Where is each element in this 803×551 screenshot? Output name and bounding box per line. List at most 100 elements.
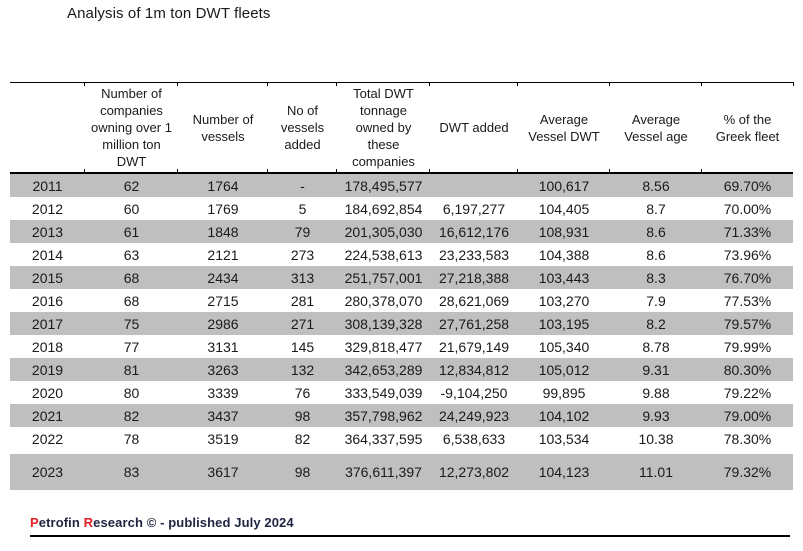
value-cell: 178,495,577: [344, 177, 423, 194]
table-row: 2012 60 1769 5 184,692,854 6,197,277 104,405 8.…: [10, 197, 793, 220]
value-cell: 79: [294, 223, 311, 240]
footer-research-rest: esearch © - published July 2024: [93, 515, 294, 530]
table-row: 2018 77 3131 145 329,818,477 21,679,149 105,34…: [10, 335, 793, 358]
value-cell: 103,534: [538, 430, 590, 447]
year-cell: 2015: [31, 269, 64, 286]
copyright-footer: Petrofin Research © - published July 202…: [30, 515, 294, 530]
table-row: 2015 68 2434 313 251,757,001 27,218,388 103,44…: [10, 266, 793, 289]
value-cell: 342,653,289: [344, 361, 423, 378]
value-cell: 68: [123, 292, 140, 309]
value-cell: 104,388: [538, 246, 590, 263]
value-cell: 62: [123, 177, 140, 194]
year-cell: 2016: [31, 292, 64, 309]
value-cell: 79.22%: [723, 384, 772, 401]
value-cell: 1769: [207, 200, 239, 217]
value-cell: 71.33%: [723, 223, 772, 240]
footer-research-initial: R: [83, 515, 94, 530]
table-row: 2016 68 2715 281 280,378,070 28,621,069 103,27…: [10, 289, 793, 312]
value-cell: 10.38: [638, 430, 674, 447]
value-cell: 75: [123, 315, 140, 332]
value-cell: 3519: [207, 430, 239, 447]
value-cell: 103,195: [538, 315, 590, 332]
value-cell: 76: [294, 384, 311, 401]
value-cell: 80: [123, 384, 140, 401]
value-cell: 73.96%: [723, 246, 772, 263]
table-row: 2014 63 2121 273 224,538,613 23,233,583 104,38…: [10, 243, 793, 266]
year-cell: 2018: [31, 338, 64, 355]
value-cell: 100,617: [538, 177, 590, 194]
value-cell: 23,233,583: [438, 246, 510, 263]
value-cell: [430, 174, 518, 197]
value-cell: 8.6: [646, 223, 666, 240]
column-header: DWT added: [429, 82, 518, 173]
bottom-divider: [30, 535, 790, 537]
value-cell: 16,612,176: [438, 223, 510, 240]
value-cell: 1848: [207, 223, 239, 240]
value-cell: 8.2: [646, 315, 666, 332]
year-cell: 2014: [31, 246, 64, 263]
table-header-row: Number of companies owning over 1 millio…: [10, 82, 794, 174]
value-cell: 6,197,277: [442, 200, 506, 217]
value-cell: 8.3: [646, 269, 666, 286]
table-row: 2021 82 3437 98 357,798,962 24,249,923 104,102…: [10, 404, 793, 427]
column-header: Average Vessel age: [609, 82, 702, 173]
value-cell: 79.99%: [723, 338, 772, 355]
value-cell: 105,012: [538, 361, 590, 378]
value-cell: 69.70%: [723, 177, 772, 194]
value-cell: 3263: [207, 361, 239, 378]
value-cell: 3339: [207, 384, 239, 401]
value-cell: 2715: [207, 292, 239, 309]
value-cell: 2121: [207, 246, 239, 263]
value-cell: 24,249,923: [438, 407, 510, 424]
table-row: 2017 75 2986 271 308,139,328 27,761,258 103,19…: [10, 312, 793, 335]
column-header: Average Vessel DWT: [517, 82, 610, 173]
value-cell: 98: [294, 407, 311, 424]
value-cell: 201,305,030: [344, 223, 423, 240]
value-cell: 313: [290, 269, 315, 286]
year-cell: 2020: [31, 384, 64, 401]
table-body: 2011 62 1764-178,495,577 100,617 8.56 69.70% 2…: [10, 174, 793, 490]
value-cell: 78.30%: [723, 430, 772, 447]
value-cell: 9.31: [642, 361, 670, 378]
value-cell: 9.88: [642, 384, 670, 401]
value-cell: -9,104,250: [440, 384, 508, 401]
year-cell: 2021: [31, 407, 64, 424]
value-cell: 8.7: [646, 200, 666, 217]
value-cell: 333,549,039: [344, 384, 423, 401]
value-cell: 60: [123, 200, 140, 217]
value-cell: 273: [290, 246, 315, 263]
value-cell: 184,692,854: [344, 200, 423, 217]
value-cell: 27,761,258: [438, 315, 510, 332]
value-cell: 281: [290, 292, 315, 309]
value-cell: 104,123: [538, 464, 590, 480]
value-cell: 357,798,962: [344, 407, 423, 424]
value-cell: 79.32%: [723, 464, 772, 480]
value-cell: 99,895: [542, 384, 586, 401]
value-cell: 98: [294, 464, 311, 480]
value-cell: 28,621,069: [438, 292, 510, 309]
value-cell: 1764: [207, 177, 239, 194]
value-cell: 329,818,477: [344, 338, 423, 355]
value-cell: 27,218,388: [438, 269, 510, 286]
value-cell: 82: [294, 430, 311, 447]
value-cell: 8.78: [642, 338, 670, 355]
table-row: 2013 61 1848 79 201,305,030 16,612,176 108,931…: [10, 220, 793, 243]
column-header: Number of vessels: [177, 82, 268, 173]
value-cell: 104,102: [538, 407, 590, 424]
column-header: Number of companies owning over 1 millio…: [84, 82, 178, 173]
value-cell: 63: [123, 246, 140, 263]
value-cell: 12,834,812: [438, 361, 510, 378]
value-cell: 280,378,070: [344, 292, 423, 309]
value-cell: 79.57%: [723, 315, 772, 332]
value-cell: 82: [123, 407, 140, 424]
fleet-analysis-table: Number of companies owning over 1 millio…: [10, 82, 794, 490]
value-cell: 2434: [207, 269, 239, 286]
table-row: 2023 83 3617 98 376,611,397 12,273,802 104,123…: [10, 454, 793, 490]
value-cell: 79.00%: [723, 407, 772, 424]
page-title: Analysis of 1m ton DWT fleets: [67, 5, 271, 22]
value-cell: 83: [123, 464, 140, 480]
value-cell: 3437: [207, 407, 239, 424]
value-cell: 7.9: [646, 292, 666, 309]
value-cell: 9.93: [642, 407, 670, 424]
